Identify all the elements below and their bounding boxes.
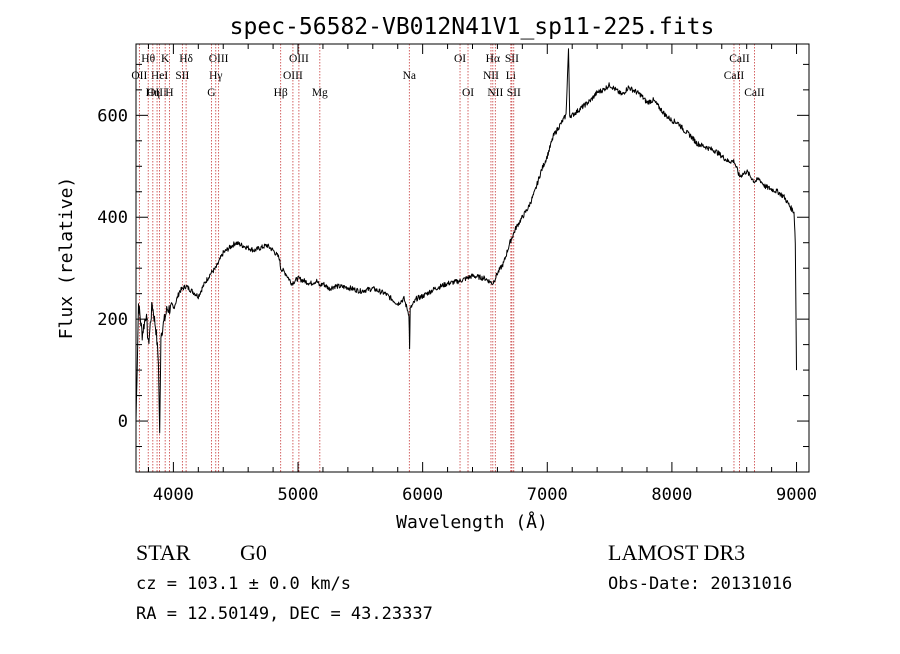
cz-readout: cz = 103.1 ± 0.0 km/s (136, 574, 351, 594)
line-marker-label-24: SII (507, 87, 521, 99)
x-tick-label: 6000 (402, 485, 443, 505)
line-marker-label-22: SII (505, 53, 519, 65)
line-marker-label-21: NII (487, 87, 503, 99)
obs-date: Obs-Date: 20131016 (608, 574, 792, 594)
line-marker-label-4: HeI (151, 70, 168, 82)
y-tick-label: 0 (118, 412, 128, 432)
flux-series-group (135, 48, 797, 434)
line-marker-label-7: SII (175, 70, 189, 82)
line-marker-label-18: OI (462, 87, 474, 99)
chart-title: spec-56582-VB012N41V1_sp11-225.fits (230, 14, 715, 40)
y-tick-label: 600 (97, 106, 128, 126)
line-marker-label-11: G (207, 87, 215, 99)
survey-name: LAMOST DR3 (608, 540, 745, 565)
line-marker-label-9: OIII (209, 53, 229, 65)
axes-ticks (136, 44, 809, 473)
line-marker-label-14: OIII (283, 70, 303, 82)
line-marker-label-8: Hδ (179, 53, 193, 65)
line-marker-label-19: Hα (486, 53, 500, 65)
line-marker-label-27: CaII (744, 87, 765, 99)
x-tick-label: 7000 (527, 485, 568, 505)
line-marker-label-5: Hη (146, 87, 160, 99)
line-marker-label-16: Na (403, 70, 416, 82)
x-axis-label: Wavelength (Å) (396, 511, 548, 533)
line-marker-label-26: CaII (724, 70, 745, 82)
line-marker-label-12: Hβ (274, 87, 288, 99)
y-tick-label: 400 (97, 208, 128, 228)
x-tick-label: 4000 (153, 485, 194, 505)
object-subclass: G0 (240, 540, 267, 565)
line-marker-label-3: K (161, 53, 170, 65)
x-tick-label: 5000 (278, 485, 319, 505)
line-marker-label-17: OI (454, 53, 466, 65)
line-marker-label-10: Hγ (209, 70, 222, 82)
y-tick-label: 200 (97, 310, 128, 330)
line-marker-label-20: NII (483, 70, 499, 82)
line-marker-label-25: CaII (729, 53, 750, 65)
tick-labels: 4000 5000 6000 7000 8000 9000 0 200 400 600 (97, 106, 817, 505)
line-marker-label-13: OIII (289, 53, 309, 65)
coords-readout: RA = 12.50149, DEC = 43.23337 (136, 604, 433, 624)
x-tick-label: 8000 (651, 485, 692, 505)
flux-series-line (135, 48, 797, 434)
object-class: STAR (136, 540, 191, 565)
line-marker-label-0: Hθ (141, 53, 155, 65)
line-marker-label-1: OII (131, 70, 147, 82)
line-marker-label-2: OIII (147, 87, 167, 99)
plot-frame (135, 43, 810, 473)
x-tick-label: 9000 (776, 485, 817, 505)
y-axis-label: Flux (relative) (56, 177, 77, 340)
line-marker-label-15: Mg (312, 87, 328, 99)
line-marker-label-23: Li (506, 70, 516, 82)
line-marker-label-6: H (165, 87, 173, 99)
